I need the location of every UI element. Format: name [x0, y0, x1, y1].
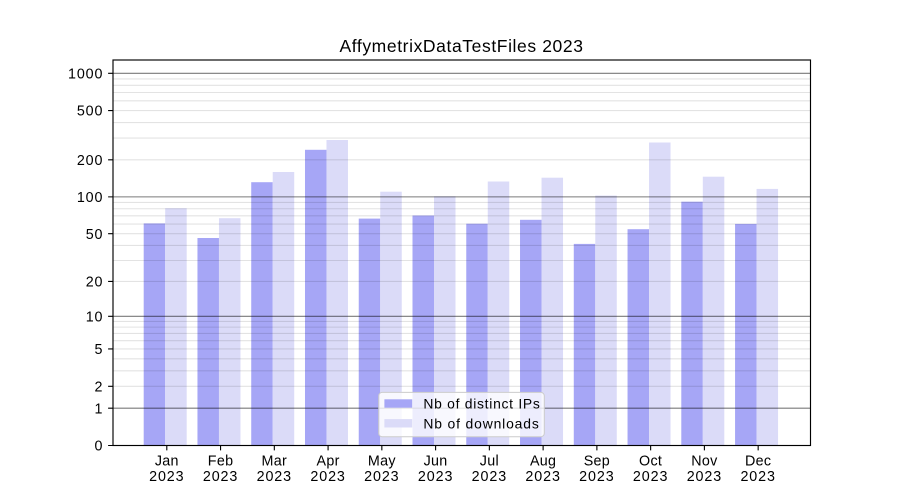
- svg-text:Mar: Mar: [262, 454, 288, 470]
- svg-text:Jul: Jul: [480, 454, 499, 470]
- svg-text:2023: 2023: [310, 469, 345, 485]
- svg-text:500: 500: [77, 104, 104, 120]
- svg-text:Jun: Jun: [424, 454, 448, 470]
- svg-text:Nb of distinct IPs: Nb of distinct IPs: [423, 396, 540, 412]
- svg-text:5: 5: [95, 342, 104, 358]
- svg-text:2023: 2023: [472, 469, 507, 485]
- svg-text:Aug: Aug: [530, 454, 556, 470]
- svg-text:Oct: Oct: [639, 454, 662, 470]
- svg-text:2023: 2023: [740, 469, 775, 485]
- svg-text:2023: 2023: [364, 469, 399, 485]
- svg-text:Feb: Feb: [208, 454, 234, 470]
- svg-text:10: 10: [86, 309, 104, 325]
- svg-text:Nb of downloads: Nb of downloads: [423, 415, 539, 431]
- svg-text:Dec: Dec: [745, 454, 771, 470]
- svg-text:AffymetrixDataTestFiles 2023: AffymetrixDataTestFiles 2023: [339, 36, 583, 56]
- svg-text:100: 100: [77, 190, 104, 206]
- svg-text:Nov: Nov: [691, 454, 718, 470]
- svg-text:20: 20: [86, 275, 104, 291]
- svg-text:0: 0: [95, 439, 104, 455]
- svg-text:1000: 1000: [68, 66, 103, 82]
- svg-text:50: 50: [86, 227, 104, 243]
- svg-text:2023: 2023: [633, 469, 668, 485]
- svg-text:Apr: Apr: [317, 454, 340, 470]
- svg-text:2023: 2023: [149, 469, 184, 485]
- svg-text:2023: 2023: [203, 469, 238, 485]
- svg-text:2: 2: [95, 379, 104, 395]
- svg-text:1: 1: [95, 401, 104, 417]
- svg-text:Jan: Jan: [155, 454, 179, 470]
- svg-text:200: 200: [77, 153, 104, 169]
- svg-text:2023: 2023: [687, 469, 722, 485]
- svg-text:2023: 2023: [579, 469, 614, 485]
- svg-text:2023: 2023: [257, 469, 292, 485]
- svg-text:2023: 2023: [525, 469, 560, 485]
- svg-text:May: May: [368, 454, 396, 470]
- svg-text:Sep: Sep: [584, 454, 610, 470]
- svg-text:2023: 2023: [418, 469, 453, 485]
